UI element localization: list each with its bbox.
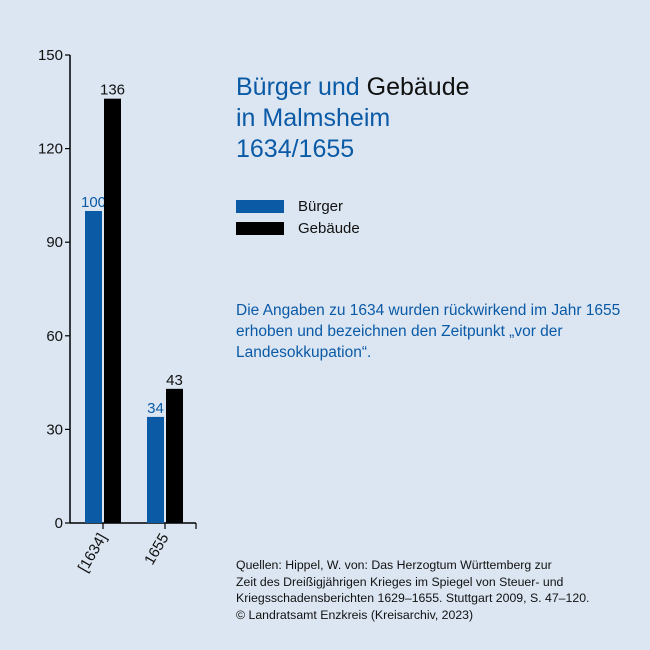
title-part-gebaeude: Gebäude: [366, 73, 470, 101]
data-label: 100: [81, 194, 106, 211]
copyright-line: © Landratsamt Enzkreis (Kreisarchiv, 202…: [236, 607, 474, 622]
y-tick-label: 60: [46, 328, 63, 345]
x-tick-label: [1634]: [75, 531, 111, 576]
y-tick-label: 0: [55, 515, 63, 532]
source-line: Quellen: Hippel, W. von: Das Herzogtum W…: [236, 558, 552, 572]
data-label: 136: [100, 82, 125, 99]
title-line-place: in Malmsheim: [236, 104, 391, 132]
legend-swatch-gebaeude: [236, 221, 284, 235]
data-label: 34: [147, 400, 164, 417]
title-line-years: 1634/1655: [236, 135, 355, 163]
legend-swatch-burger: [236, 199, 284, 213]
source-line: Zeit des Dreißigjährigen Krieges im Spie…: [236, 574, 564, 589]
legend-label-gebaeude: Gebäude: [298, 219, 360, 237]
y-tick-label: 120: [38, 141, 63, 158]
legend-label-burger: Bürger: [298, 197, 344, 215]
note-text: Die Angaben zu 1634 wurden rückwirkend i…: [236, 302, 621, 361]
legend-item-burger: Bürger: [236, 195, 360, 217]
title-part-burger: Bürger und: [236, 73, 367, 101]
y-tick-label: 90: [46, 234, 63, 251]
y-tick-label: 30: [46, 421, 63, 438]
y-tick-label: 150: [38, 47, 63, 64]
data-label: 43: [166, 372, 183, 389]
x-tick-label: 1655: [141, 531, 172, 568]
source-citation: Quellen: Hippel, W. von: Das Herzogtum W…: [236, 557, 641, 623]
bar: [147, 416, 164, 523]
bar: [85, 211, 102, 523]
legend-item-gebaeude: Gebäude: [236, 217, 360, 239]
chart-title: Bürger und Gebäude in Malmsheim 1634/165…: [236, 72, 470, 165]
bar: [166, 388, 183, 523]
legend: Bürger Gebäude: [236, 195, 360, 239]
source-line: Kriegsschadensberichten 1629–1655. Stutt…: [236, 591, 590, 605]
bar: [104, 98, 121, 524]
